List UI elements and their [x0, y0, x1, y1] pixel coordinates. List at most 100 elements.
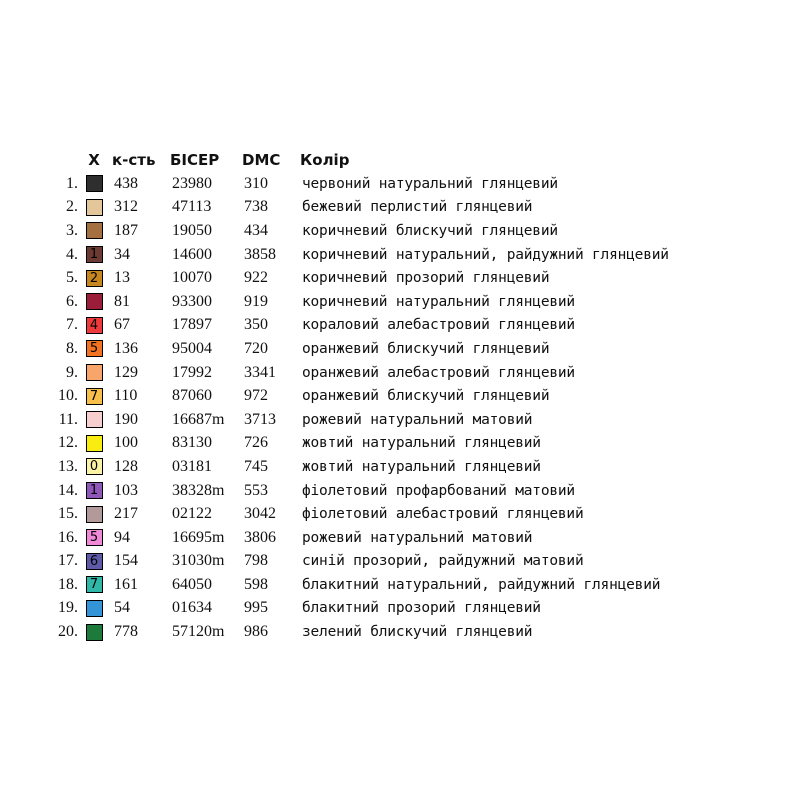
row-dmc-code: 986 [244, 623, 268, 641]
row-dmc-code: 972 [244, 387, 268, 405]
row-quantity: 190 [114, 410, 138, 428]
color-swatch [85, 599, 103, 617]
row-color-name: оранжевий блискучий глянцевий [302, 340, 550, 357]
row-number: 7. [66, 316, 78, 334]
row-quantity: 187 [114, 221, 138, 239]
row-dmc-code: 310 [244, 174, 268, 192]
color-swatch: 4 [85, 316, 103, 334]
color-swatch: 7 [85, 576, 103, 594]
row-bead-code: 64050 [172, 575, 212, 593]
row-color-name: коричневий прозорий глянцевий [302, 270, 550, 287]
row-bead-code: 17897 [172, 316, 212, 334]
legend-row: 10. 7 110 87060 972 оранжевий блискучий глянц… [46, 384, 766, 408]
legend-row: 14. 1 103 38328m 553 фіолетовий профарбований… [46, 479, 766, 503]
row-quantity: 67 [114, 316, 130, 334]
row-number: 20. [58, 623, 78, 641]
legend-row: 16. 5 94 16695m 3806 рожевий натуральний мато… [46, 526, 766, 550]
row-swatch-cell: 2 [78, 269, 110, 287]
color-swatch: 1 [85, 482, 103, 500]
color-swatch: 1 [85, 246, 103, 264]
row-swatch-cell: 4 [78, 316, 110, 334]
bead-legend-table: X к-сть БІСЕР DMC Колір 1. 438 23980 310 чер… [46, 148, 766, 644]
row-swatch-cell [78, 198, 110, 216]
row-color-name: жовтий натуральний глянцевий [302, 435, 541, 452]
row-quantity: 54 [114, 599, 130, 617]
row-number: 19. [58, 599, 78, 617]
row-bead-code: 47113 [172, 198, 212, 216]
header-quantity: к-сть [112, 151, 156, 169]
row-dmc-code: 919 [244, 292, 268, 310]
row-color-name: червоний натуральний глянцевий [302, 175, 558, 192]
row-quantity: 778 [114, 623, 138, 641]
legend-row: 15. 217 02122 3042 фіолетовий алебастровий г… [46, 502, 766, 526]
row-number: 18. [58, 575, 78, 593]
row-bead-code: 83130 [172, 434, 212, 452]
row-quantity: 103 [114, 481, 138, 499]
row-dmc-code: 598 [244, 575, 268, 593]
row-color-name: жовтий натуральний глянцевий [302, 458, 541, 475]
row-bead-code: 19050 [172, 221, 212, 239]
row-swatch-cell: 1 [78, 482, 110, 500]
color-swatch [85, 364, 103, 382]
row-swatch-cell [78, 599, 110, 617]
row-quantity: 217 [114, 505, 138, 523]
row-bead-code: 02122 [172, 505, 212, 523]
header-bead: БІСЕР [170, 151, 220, 169]
row-quantity: 129 [114, 363, 138, 381]
color-swatch [85, 623, 103, 641]
row-swatch-cell [78, 411, 110, 429]
legend-row: 8. 5 136 95004 720 оранжевий блискучий глянце… [46, 337, 766, 361]
row-dmc-code: 3341 [244, 363, 276, 381]
row-quantity: 438 [114, 174, 138, 192]
color-swatch [85, 175, 103, 193]
row-swatch-cell: 6 [78, 552, 110, 570]
row-dmc-code: 995 [244, 599, 268, 617]
row-color-name: зелений блискучий глянцевий [302, 624, 533, 641]
row-dmc-code: 745 [244, 457, 268, 475]
row-number: 14. [58, 481, 78, 499]
row-quantity: 110 [114, 387, 138, 405]
row-number: 8. [66, 339, 78, 357]
row-swatch-cell: 1 [78, 246, 110, 264]
row-number: 17. [58, 552, 78, 570]
row-color-name: оранжевий блискучий глянцевий [302, 388, 550, 405]
legend-row: 19. 54 01634 995 блакитний прозорий глянцеви… [46, 597, 766, 621]
color-swatch: 2 [85, 269, 103, 287]
row-dmc-code: 3858 [244, 245, 276, 263]
row-bead-code: 23980 [172, 174, 212, 192]
row-bead-code: 16687m [172, 410, 225, 428]
row-number: 1. [66, 174, 78, 192]
row-dmc-code: 434 [244, 221, 268, 239]
row-swatch-cell: 0 [78, 458, 110, 476]
row-color-name: коричневий блискучий глянцевий [302, 222, 558, 239]
header-dmc: DMC [242, 151, 281, 169]
row-dmc-code: 720 [244, 339, 268, 357]
legend-row: 1. 438 23980 310 червоний натуральний глянце… [46, 172, 766, 196]
row-bead-code: 93300 [172, 292, 212, 310]
row-color-name: синій прозорий, райдужний матовий [302, 553, 584, 570]
color-swatch: 0 [85, 458, 103, 476]
row-swatch-cell: 5 [78, 529, 110, 547]
legend-row: 7. 4 67 17897 350 кораловий алебастровий глян… [46, 314, 766, 338]
row-dmc-code: 350 [244, 316, 268, 334]
row-quantity: 100 [114, 434, 138, 452]
row-number: 12. [58, 434, 78, 452]
row-color-name: бежевий перлистий глянцевий [302, 199, 533, 216]
row-bead-code: 16695m [172, 528, 225, 546]
row-bead-code: 57120m [172, 623, 225, 641]
row-dmc-code: 3806 [244, 528, 276, 546]
row-color-name: блакитний натуральний, райдужний глянцев… [302, 576, 661, 593]
row-quantity: 94 [114, 528, 130, 546]
legend-row: 11. 190 16687m 3713 рожевий натуральний мато… [46, 408, 766, 432]
legend-row: 18. 7 161 64050 598 блакитний натуральний, ра… [46, 573, 766, 597]
legend-row: 2. 312 47113 738 бежевий перлистий глянцевий [46, 196, 766, 220]
row-swatch-cell [78, 434, 110, 452]
row-number: 9. [66, 363, 78, 381]
legend-row: 9. 129 17992 3341 оранжевий алебастровий гля… [46, 361, 766, 385]
row-bead-code: 31030m [172, 552, 225, 570]
legend-row: 4. 1 34 14600 3858 коричневий натуральний, ра… [46, 243, 766, 267]
row-dmc-code: 798 [244, 552, 268, 570]
row-number: 16. [58, 528, 78, 546]
row-bead-code: 03181 [172, 457, 212, 475]
row-color-name: рожевий натуральний матовий [302, 411, 533, 428]
